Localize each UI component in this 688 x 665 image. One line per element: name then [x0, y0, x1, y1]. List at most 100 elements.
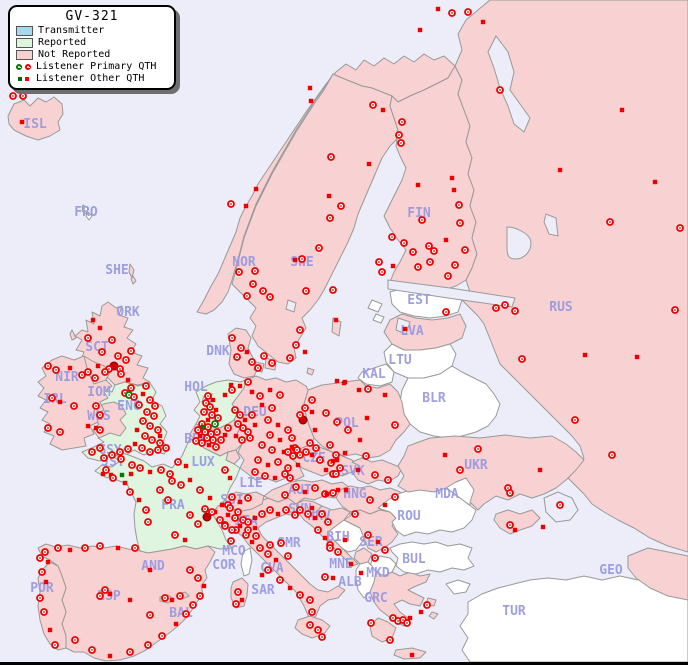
other-qth-label: Listener Other QTH — [36, 73, 145, 84]
listener-other-marker — [309, 452, 315, 458]
marker-cluster-blob — [202, 512, 212, 522]
marker-center-dot — [179, 595, 181, 597]
marker-center-dot — [335, 454, 337, 456]
marker-center-dot — [289, 477, 291, 479]
marker-center-dot — [180, 484, 182, 486]
marker-center-dot — [247, 381, 249, 383]
marker-center-dot — [117, 355, 119, 357]
marker-center-dot — [211, 511, 213, 513]
listener-other-marker — [249, 389, 255, 395]
marker-center-dot — [230, 203, 232, 205]
listener-other-marker — [272, 475, 278, 481]
marker-center-dot — [321, 513, 323, 515]
marker-center-dot — [215, 446, 217, 448]
marker-center-dot — [495, 307, 497, 309]
border-nir — [83, 355, 107, 385]
country-ser — [343, 509, 399, 553]
reported-label: Reported — [38, 37, 87, 48]
marker-center-dot — [247, 529, 249, 531]
marker-center-dot — [367, 388, 369, 390]
marker-center-dot — [160, 469, 162, 471]
marker-center-dot — [211, 414, 213, 416]
country-label-ork: ORK — [116, 305, 140, 320]
country-label-hol: HOL — [184, 380, 208, 395]
marker-center-dot — [99, 595, 101, 597]
listener-other-marker — [182, 537, 188, 543]
marker-center-dot — [279, 394, 281, 396]
marker-center-dot — [317, 529, 319, 531]
legend-row-not-reported: Not Reported — [16, 49, 168, 60]
marker-center-dot — [305, 451, 307, 453]
listener-other-marker — [122, 480, 128, 486]
listener-other-marker — [380, 107, 386, 113]
marker-center-dot — [149, 614, 151, 616]
marker-center-dot — [433, 250, 435, 252]
sea-overlay-6 — [543, 213, 559, 237]
marker-center-dot — [458, 204, 460, 206]
marker-center-dot — [319, 459, 321, 461]
marker-center-dot — [219, 519, 221, 521]
marker-center-dot — [374, 557, 376, 559]
marker-center-dot — [189, 569, 191, 571]
listener-other-marker — [442, 452, 448, 458]
country-label-geo: GEO — [599, 563, 623, 578]
listener-other-marker — [334, 457, 340, 463]
listener-other-marker — [90, 317, 96, 323]
marker-center-dot — [111, 339, 113, 341]
marker-center-dot — [164, 597, 166, 599]
marker-center-dot — [509, 492, 511, 494]
marker-center-dot — [321, 636, 323, 638]
marker-center-dot — [129, 491, 131, 493]
marker-center-dot — [255, 535, 257, 537]
listener-other-marker — [619, 107, 625, 113]
marker-center-dot — [271, 362, 273, 364]
country-label-smr: SMR — [277, 536, 301, 551]
listener-other-marker — [308, 98, 314, 104]
country-bul — [389, 541, 475, 575]
marker-center-dot — [394, 496, 396, 498]
marker-center-dot — [464, 249, 466, 251]
listener-other-marker — [228, 382, 234, 388]
marker-center-dot — [347, 429, 349, 431]
country-label-ser: SER — [359, 535, 383, 550]
marker-center-dot — [197, 577, 199, 579]
country-isl — [7, 96, 64, 141]
listener-other-marker — [67, 365, 73, 371]
legend-row-primary-qth: Listener Primary QTH — [16, 61, 168, 72]
listener-other-marker — [57, 399, 63, 405]
marker-center-dot — [149, 399, 151, 401]
marker-center-dot — [394, 424, 396, 426]
marker-center-dot — [214, 423, 216, 425]
country-shei — [128, 263, 137, 285]
country-thr — [445, 579, 471, 595]
marker-center-dot — [384, 549, 386, 551]
marker-center-dot — [421, 219, 423, 221]
legend-box: GV-321 Transmitter Reported Not Reported… — [8, 5, 176, 90]
marker-center-dot — [128, 394, 130, 396]
marker-center-dot — [271, 407, 273, 409]
marker-center-dot — [318, 247, 320, 249]
marker-center-dot — [251, 361, 253, 363]
listener-other-marker — [115, 545, 121, 551]
marker-center-dot — [57, 547, 59, 549]
primary-qth-icons — [16, 63, 31, 70]
country-label-aut: AUT — [288, 483, 312, 498]
marker-center-dot — [284, 494, 286, 496]
marker-center-dot — [84, 547, 86, 549]
listener-other-marker — [252, 515, 258, 521]
marker-center-dot — [406, 622, 408, 624]
marker-center-dot — [111, 454, 113, 456]
listener-other-marker — [409, 652, 415, 658]
marker-center-dot — [459, 222, 461, 224]
marker-center-dot — [280, 542, 282, 544]
listener-other-marker — [132, 441, 138, 447]
listener-other-marker — [334, 378, 340, 384]
marker-center-dot — [201, 423, 203, 425]
listener-other-marker — [252, 525, 258, 531]
primary-qth-red-icon — [25, 63, 31, 70]
marker-center-dot — [104, 589, 106, 591]
listener-other-marker — [128, 471, 134, 477]
listener-other-marker — [435, 6, 441, 12]
listener-other-marker — [249, 539, 255, 545]
listener-other-marker — [557, 167, 563, 173]
